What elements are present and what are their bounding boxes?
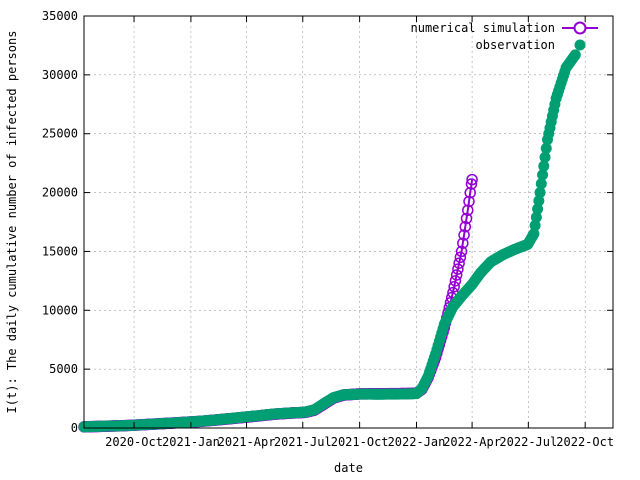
legend-marker-observation <box>574 39 586 51</box>
data-point-numerical-simulation <box>448 280 460 293</box>
data-point-numerical-simulation <box>452 263 464 275</box>
x-tick-label: 2020-Oct <box>105 435 163 449</box>
x-tick-label: 2022-Apr <box>443 435 501 449</box>
data-point-numerical-simulation <box>464 186 476 199</box>
y-tick-label: 5000 <box>49 362 78 376</box>
data-point-observation <box>532 203 544 215</box>
legend-label-numerical-simulation: numerical simulation <box>411 21 556 35</box>
data-point-numerical-simulation <box>454 251 467 264</box>
data-point-numerical-simulation <box>460 212 473 225</box>
data-point-observation <box>529 220 541 232</box>
y-tick-label: 10000 <box>42 303 78 317</box>
x-tick-label: 2021-Apr <box>218 435 276 449</box>
y-axis-label: I(t): The daily cumulative number of inf… <box>5 31 19 414</box>
series-layer <box>78 49 581 433</box>
data-point-numerical-simulation <box>463 195 475 208</box>
y-tick-label: 0 <box>71 421 78 435</box>
data-point-numerical-simulation <box>449 275 462 287</box>
data-point-observation <box>569 49 581 61</box>
x-tick-label: 2022-Jan <box>388 435 446 449</box>
data-point-observation <box>540 142 552 154</box>
data-point-numerical-simulation <box>453 257 465 269</box>
ticks: 0 5000 10000 15000 20000 25000 30000 35000 2020-… <box>42 9 614 449</box>
y-tick-label: 35000 <box>42 9 78 23</box>
data-point-numerical-simulation <box>457 237 469 249</box>
data-point-numerical-simulation <box>455 245 468 258</box>
series-observation <box>78 49 581 433</box>
x-tick-label: 2021-Oct <box>331 435 389 449</box>
grid <box>84 16 613 428</box>
data-point-numerical-simulation <box>458 229 470 241</box>
data-point-numerical-simulation <box>459 220 472 233</box>
data-point-observation <box>539 151 551 163</box>
data-point-numerical-simulation <box>462 204 474 216</box>
y-tick-label: 20000 <box>42 186 78 200</box>
data-point-numerical-simulation <box>450 269 463 281</box>
x-tick-label: 2022-Oct <box>556 435 614 449</box>
x-tick-label: 2022-Jul <box>499 435 557 449</box>
data-point-observation <box>530 211 542 223</box>
legend-label-observation: observation <box>476 38 555 52</box>
data-point-observation <box>537 169 549 181</box>
legend-marker-numerical-simulation <box>573 21 587 35</box>
legend: numerical simulation observation <box>411 21 598 52</box>
data-point-observation <box>538 160 550 172</box>
x-tick-label: 2021-Jul <box>274 435 332 449</box>
y-tick-label: 25000 <box>42 127 78 141</box>
data-point-observation <box>533 195 545 207</box>
y-tick-label: 15000 <box>42 244 78 258</box>
data-point-observation <box>535 178 547 190</box>
data-point-numerical-simulation <box>465 178 478 190</box>
data-point-observation <box>528 228 540 240</box>
x-tick-label: 2021-Jan <box>162 435 220 449</box>
plot-frame <box>83 15 614 429</box>
data-point-observation <box>534 187 546 199</box>
y-tick-label: 30000 <box>42 68 78 82</box>
x-axis-label: date <box>334 461 363 475</box>
data-point-numerical-simulation <box>466 173 478 186</box>
